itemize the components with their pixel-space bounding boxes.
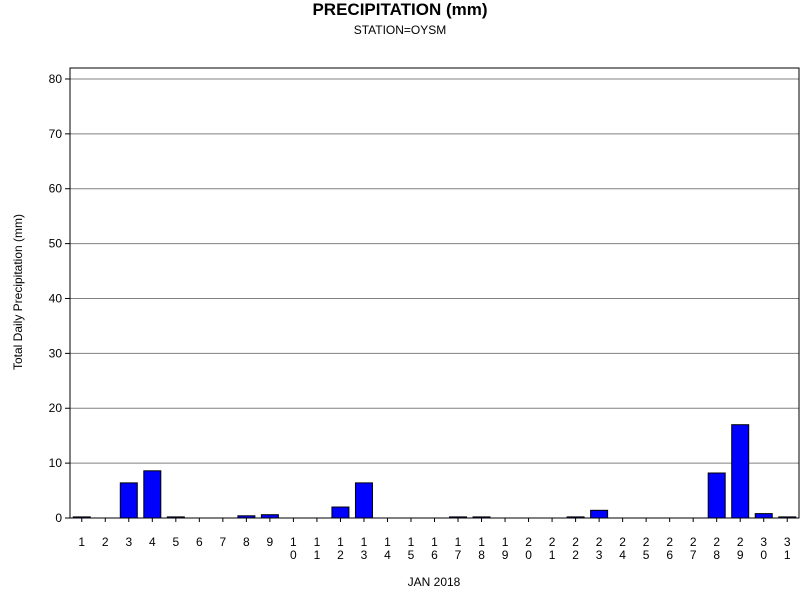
- bar-day-28: [707, 472, 726, 519]
- y-tick-label: 0: [55, 511, 62, 525]
- x-tick-label-4: 4: [149, 535, 156, 549]
- x-tick-label-7: 7: [220, 535, 227, 549]
- x-tick-label-2: 2: [102, 535, 109, 549]
- bar-day-23: [590, 509, 609, 519]
- bar-day-4: [143, 470, 162, 519]
- grid-layer: [70, 78, 799, 464]
- y-tick-label: 30: [49, 346, 63, 360]
- chart-subtitle: STATION=OYSM: [353, 23, 447, 37]
- y-tick-label: 50: [49, 237, 63, 251]
- y-tick-label: 10: [49, 456, 63, 470]
- x-tick-label-1: 1: [78, 535, 85, 549]
- x-tick-label-6: 6: [196, 535, 203, 549]
- y-tick-label: 60: [49, 182, 63, 196]
- y-ticks: 0 10 20 30 40 50 60 70 80: [49, 72, 70, 525]
- bar-layer: [72, 424, 797, 519]
- x-ticks: 1 2 3 4 5 6 7 8 9 1 01 11 21 31 41 51 61 71 81 92 02 12 22 32 42…: [78, 518, 791, 562]
- y-tick-label: 20: [49, 401, 63, 415]
- bar-day-12: [331, 506, 350, 519]
- bar-day-3: [119, 482, 138, 519]
- x-tick-label-5: 5: [172, 535, 179, 549]
- y-tick-label: 40: [49, 291, 63, 305]
- x-axis-label: JAN 2018: [407, 575, 461, 589]
- bar-day-13: [354, 482, 373, 519]
- bar-day-30: [754, 513, 773, 519]
- x-tick-label-8: 8: [243, 535, 250, 549]
- chart-title: PRECIPITATION (mm): [312, 0, 488, 19]
- y-tick-label: 70: [49, 127, 63, 141]
- x-tick-label-9: 9: [267, 535, 274, 549]
- y-tick-label: 80: [49, 72, 63, 86]
- plot-frame: [69, 67, 800, 519]
- x-tick-label-3: 3: [125, 535, 132, 549]
- bar-day-29: [731, 424, 750, 519]
